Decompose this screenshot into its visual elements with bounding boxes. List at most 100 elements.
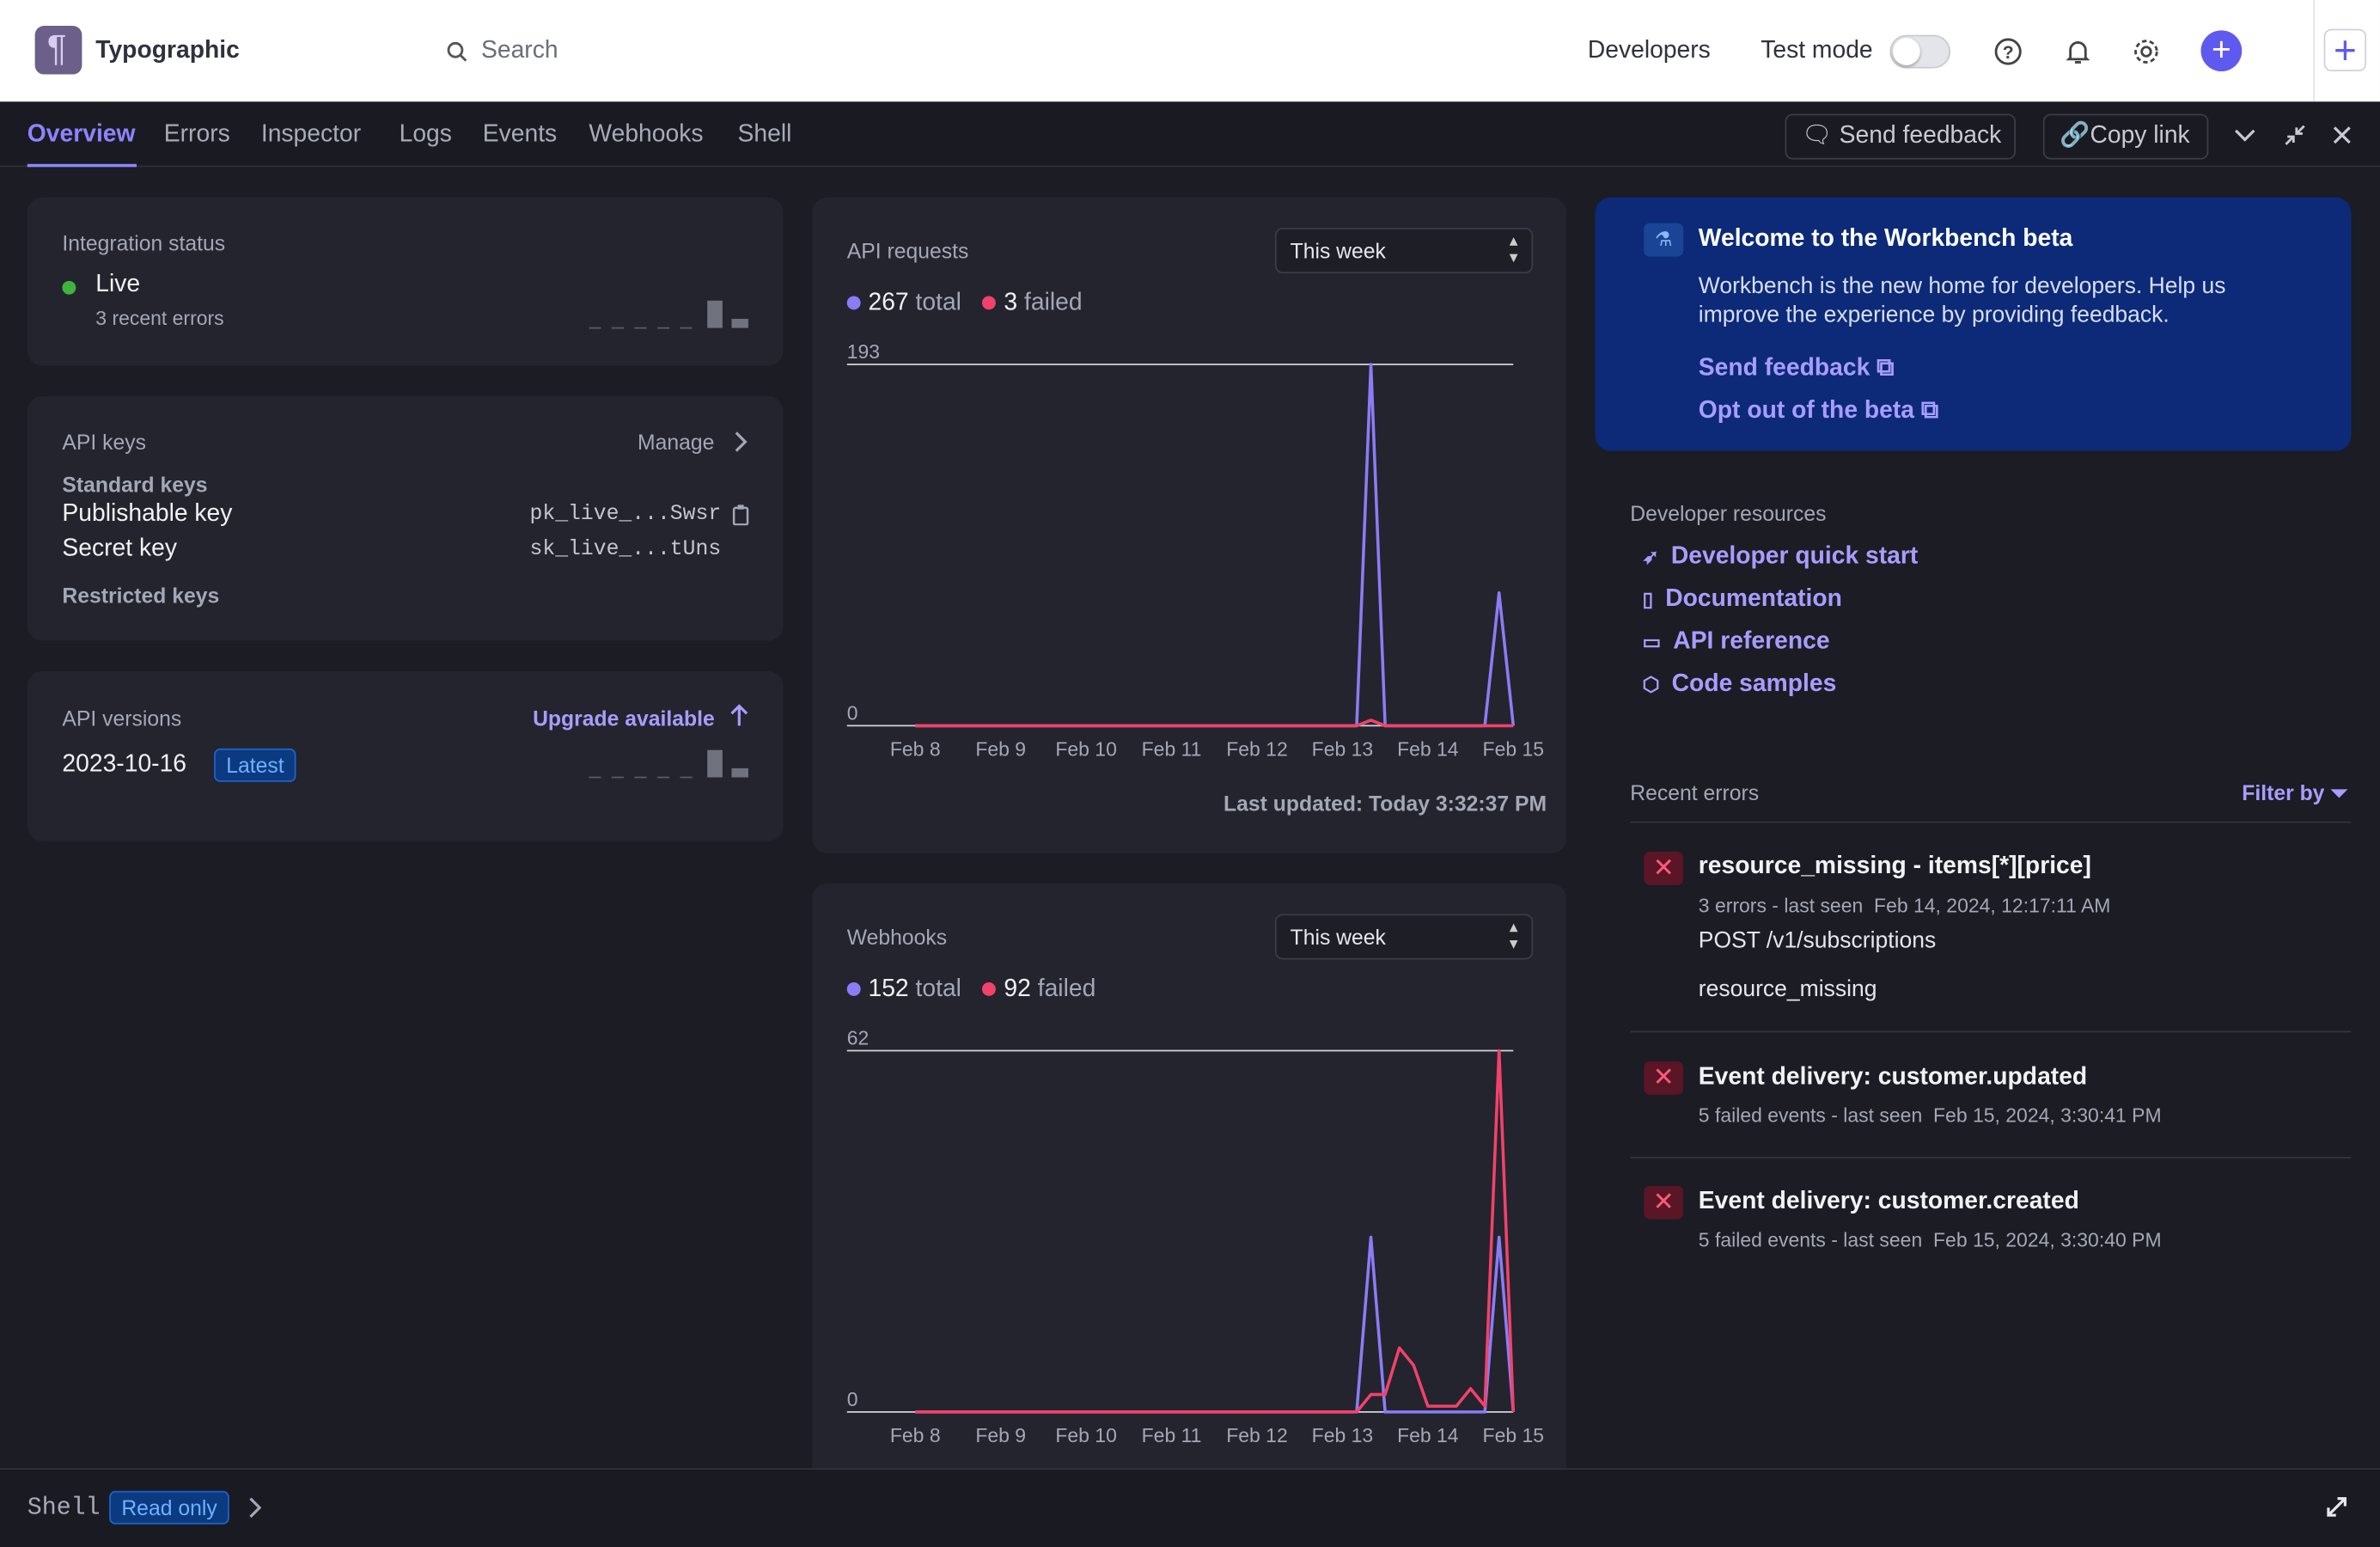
- x-tick-label: Feb 15: [1483, 738, 1544, 761]
- legend-count: 267: [868, 290, 909, 316]
- legend-name: failed: [1024, 290, 1083, 316]
- legend-dot: [846, 981, 861, 996]
- divider: [2313, 0, 2316, 102]
- x-tick-label: Feb 8: [890, 1424, 941, 1446]
- version: 2023-10-16: [62, 751, 187, 778]
- toggle[interactable]: [1889, 34, 1951, 69]
- tab[interactable]: Errors: [163, 121, 230, 148]
- x-tick-label: Feb 13: [1312, 1424, 1373, 1446]
- legend-name: total: [915, 290, 961, 316]
- error-icon: ✕: [1644, 1061, 1684, 1095]
- series-line: [915, 1235, 1516, 1414]
- manage-link[interactable]: Manage: [637, 429, 715, 455]
- arrow-up: [730, 704, 748, 726]
- legend-count: 92: [1004, 975, 1031, 1002]
- badge: Read only: [109, 1490, 229, 1525]
- tab[interactable]: Inspector: [260, 121, 362, 148]
- help-icon[interactable]: ?: [1993, 36, 2023, 66]
- developers[interactable]: Developers: [1587, 38, 1711, 64]
- divider: [1630, 821, 2352, 823]
- sparkline: [589, 300, 748, 329]
- link-text: Code samples: [1671, 670, 1837, 697]
- bell-icon[interactable]: [2063, 36, 2093, 66]
- legend-name: total: [915, 975, 961, 1002]
- shell-bar: [0, 1468, 2380, 1547]
- period: This week: [1290, 238, 1386, 263]
- key-name: Secret key: [62, 535, 177, 562]
- x-tick-label: Feb 9: [975, 1424, 1026, 1446]
- close-icon[interactable]: [2331, 125, 2353, 146]
- chevron[interactable]: [246, 1495, 264, 1519]
- resource-link[interactable]: ▯ Documentation: [1642, 585, 1842, 612]
- section-label: Standard keys: [62, 472, 208, 497]
- legend-item: 267 total: [846, 290, 961, 316]
- x-tick-label: Feb 10: [1055, 738, 1116, 761]
- upgrade-link[interactable]: Upgrade available: [533, 706, 715, 731]
- tab[interactable]: Logs: [399, 121, 452, 148]
- x-tick-label: Feb 11: [1142, 1424, 1202, 1446]
- x-tick-label: Feb 11: [1142, 738, 1202, 761]
- time: Feb 14, 2024, 12:17:11 AM: [1874, 894, 2111, 918]
- error-icon: ✕: [1644, 1185, 1684, 1220]
- copy-icon[interactable]: [731, 504, 749, 526]
- minimize-icon[interactable]: [2283, 123, 2307, 147]
- tab[interactable]: Shell: [737, 121, 792, 148]
- resource-link[interactable]: ⬡ Code samples: [1642, 670, 1837, 697]
- key-value[interactable]: sk_live_...tUns: [529, 537, 722, 562]
- search[interactable]: Search: [481, 38, 558, 64]
- tab[interactable]: Events: [482, 121, 558, 148]
- filter-link[interactable]: Filter by ⏷: [2242, 780, 2348, 805]
- error-meta: 5 failed events - last seen Feb 15, 2024…: [1699, 1226, 2162, 1256]
- welcome-link[interactable]: Opt out of the beta ⧉: [1698, 397, 1939, 424]
- feedback-button[interactable]: 🗨 Send feedback: [1785, 113, 2017, 160]
- create-button[interactable]: +: [2200, 30, 2243, 72]
- welcome-link[interactable]: Send feedback ⧉: [1698, 355, 1895, 382]
- section-title: Developer resources: [1630, 500, 1827, 526]
- chart-card: API requests This week ▴ ▾ 267 total 3 fail…: [812, 197, 1567, 853]
- integration-card: Integration status Live 3 recent errors: [27, 197, 784, 366]
- resource-link[interactable]: ➶ Developer quick start: [1642, 543, 1919, 570]
- status-dot: [62, 280, 76, 295]
- error-title[interactable]: Event delivery: customer.updated: [1698, 1064, 2088, 1091]
- expand-icon[interactable]: [2325, 1495, 2347, 1518]
- sparkline: [589, 749, 748, 779]
- tab[interactable]: Overview: [27, 121, 136, 148]
- period-select[interactable]: This week ▴ ▾: [1274, 227, 1534, 273]
- key-value[interactable]: pk_live_...Swsr: [529, 502, 722, 528]
- logo[interactable]: ¶: [34, 26, 82, 75]
- legend: 267 total 3 failed: [846, 289, 1104, 319]
- shell-label[interactable]: Shell: [27, 1494, 101, 1522]
- collapse-icon[interactable]: [2233, 125, 2257, 146]
- error-title[interactable]: Event delivery: customer.created: [1698, 1189, 2079, 1215]
- resource-link[interactable]: ▭ API reference: [1642, 628, 1830, 655]
- tab-underline: [27, 163, 137, 168]
- tab[interactable]: Webhooks: [589, 121, 704, 148]
- copy-button[interactable]: 🔗Copy link: [2042, 113, 2209, 160]
- settings-icon[interactable]: [2131, 36, 2161, 66]
- card-title: Integration status: [62, 230, 226, 255]
- series-line: [915, 718, 1514, 728]
- add-button[interactable]: +: [2323, 28, 2367, 72]
- app-name[interactable]: Typographic: [95, 38, 240, 64]
- welcome-body: Workbench is the new home for developers…: [1698, 272, 2226, 328]
- error-line: POST /v1/subscriptions: [1698, 927, 1937, 954]
- legend-item: 3 failed: [982, 290, 1083, 316]
- error-title[interactable]: resource_missing - items[*][price]: [1698, 853, 2091, 879]
- legend-dot: [846, 296, 861, 310]
- x-tick-label: Feb 14: [1397, 1424, 1459, 1446]
- link-text: Send feedback: [1698, 355, 1870, 382]
- feedback-label: Send feedback: [1839, 123, 2002, 150]
- series-line: [915, 363, 1516, 728]
- time: Feb 15, 2024, 3:30:40 PM: [1933, 1228, 2162, 1251]
- period: This week: [1290, 924, 1386, 950]
- welcome-title: Welcome to the Workbench beta: [1698, 226, 2073, 253]
- error-meta: 5 failed events - last seen Feb 15, 2024…: [1699, 1101, 2162, 1131]
- top-bar: [0, 0, 2380, 102]
- badge: Latest: [214, 748, 296, 782]
- time: Feb 15, 2024, 3:30:41 PM: [1933, 1104, 2162, 1127]
- period-select[interactable]: This week ▴ ▾: [1274, 914, 1534, 960]
- error-meta: 3 errors - last seen Feb 14, 2024, 12:17…: [1699, 891, 2111, 921]
- link-text: Developer quick start: [1670, 543, 1919, 570]
- legend-count: 3: [1004, 290, 1018, 316]
